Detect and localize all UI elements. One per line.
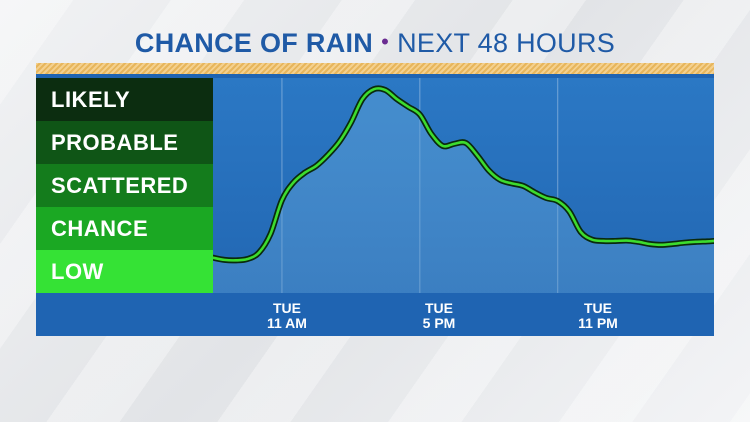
chart-title: CHANCE OF RAIN • NEXT 48 HOURS <box>0 28 750 59</box>
x-tick-5pm-day: TUE <box>425 300 453 316</box>
level-probable: PROBABLE <box>36 121 213 164</box>
gold-band <box>36 63 714 74</box>
title-main: CHANCE OF RAIN <box>134 28 374 58</box>
x-tick-11pm: TUE 11 PM <box>563 301 633 331</box>
x-tick-11am-day: TUE <box>273 300 301 316</box>
level-scattered: SCATTERED <box>36 164 213 207</box>
x-tick-5pm: TUE 5 PM <box>404 301 474 331</box>
title-sub: NEXT 48 HOURS <box>397 28 616 58</box>
x-tick-11am-time: 11 AM <box>267 315 307 331</box>
level-chance: CHANCE <box>36 207 213 250</box>
y-level-scale: LIKELY PROBABLE SCATTERED CHANCE LOW <box>36 78 213 293</box>
rain-area-fill <box>213 88 714 293</box>
x-tick-11pm-time: 11 PM <box>578 315 618 331</box>
level-likely: LIKELY <box>36 78 213 121</box>
plot-area <box>213 78 714 293</box>
x-tick-11pm-day: TUE <box>584 300 612 316</box>
level-low: LOW <box>36 250 213 293</box>
x-tick-11am: TUE 11 AM <box>252 301 322 331</box>
rain-line <box>213 87 714 262</box>
x-tick-5pm-time: 5 PM <box>422 315 456 331</box>
title-separator: • <box>381 29 390 54</box>
